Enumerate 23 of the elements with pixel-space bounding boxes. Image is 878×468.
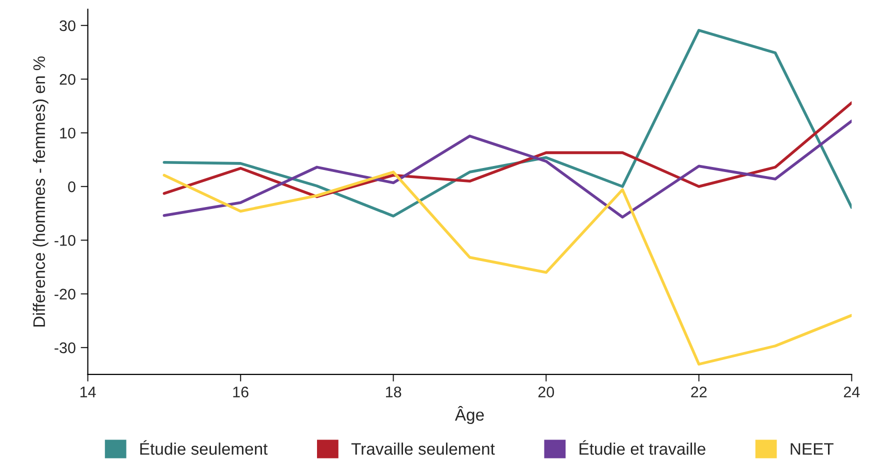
legend-label: Étudie et travaille (580, 440, 706, 455)
x-tick-label: 16 (233, 386, 248, 398)
line-series (162, 120, 852, 218)
line-series (162, 101, 852, 198)
x-axis-title: Âge (454, 406, 484, 424)
x-tick-label: 24 (844, 386, 860, 398)
line-series (162, 170, 852, 366)
legend-label: Travaille seulement (351, 442, 495, 455)
legend-label: NEET (790, 443, 834, 455)
x-tick-label: 20 (538, 386, 554, 398)
y-tick-label: -30 (54, 342, 76, 354)
y-tick-label: -10 (54, 235, 76, 246)
line-series (162, 28, 852, 218)
x-tick-label: 14 (80, 386, 96, 398)
y-tick-label: -20 (54, 288, 76, 300)
y-tick-label: 0 (68, 181, 76, 192)
legend-label: Étudie seulement (140, 440, 268, 455)
y-tick-label: 10 (60, 128, 76, 139)
y-axis-title: Difference (hommes - femmes) en % (32, 56, 48, 327)
x-tick-label: 22 (691, 386, 707, 398)
x-tick-label: 18 (386, 386, 402, 398)
y-tick-label: 30 (60, 20, 76, 32)
y-tick-label: 20 (60, 74, 76, 85)
